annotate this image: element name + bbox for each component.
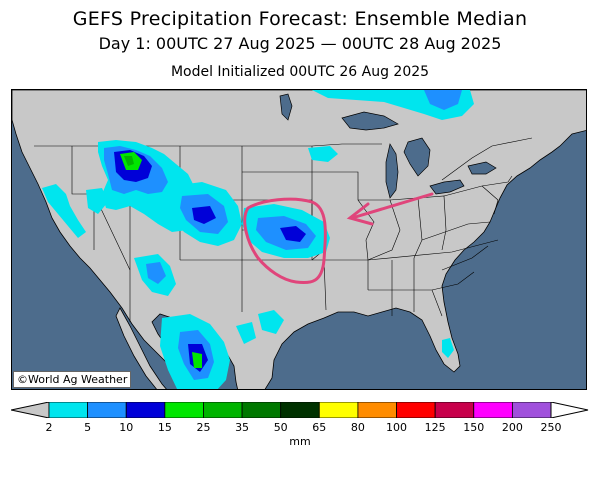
legend-cell — [241, 402, 282, 418]
legend-tick-label: 80 — [350, 421, 365, 434]
legend-cell — [203, 402, 243, 418]
legend-tick-label: 150 — [463, 421, 485, 434]
legend-cell — [396, 402, 436, 418]
great-lakes — [341, 111, 497, 199]
legend-unit: mm — [289, 435, 311, 448]
legend-tick-label: 15 — [157, 421, 172, 434]
legend-cell — [48, 402, 89, 418]
lake-winnipeg — [279, 93, 293, 121]
legend-cell — [511, 402, 552, 418]
legend-tick-label: 2 — [45, 421, 53, 434]
legend-cell — [87, 402, 127, 418]
highlight-annotation — [243, 192, 434, 285]
legend-tick-label: 250 — [540, 421, 562, 434]
model-init-label: Model Initialized 00UTC 26 Aug 2025 — [170, 64, 430, 80]
arrow-head — [346, 202, 374, 226]
credit-label: ©World Ag Weather — [13, 371, 132, 388]
legend-cell — [125, 402, 166, 418]
highlight-circle — [243, 197, 327, 285]
legend-cell — [473, 402, 513, 418]
legend-tick-label: 100 — [386, 421, 408, 434]
legend-tick-label: 50 — [273, 421, 288, 434]
legend-tick-label: 200 — [501, 421, 523, 434]
legend-above-arrow — [550, 402, 589, 418]
legend-cell — [164, 402, 204, 418]
legend-tick-label: 65 — [312, 421, 327, 434]
legend-cell — [434, 402, 475, 418]
legend-tick-label: 25 — [196, 421, 211, 434]
precip-field — [42, 90, 474, 389]
legend-cell — [357, 402, 397, 418]
legend-below-arrow — [11, 402, 50, 418]
legend-tick-label: 5 — [84, 421, 92, 434]
legend-tick-label: 10 — [119, 421, 134, 434]
legend-tick-labels: 2 5 10 15 25 35 50 65 80 100 125 150 200 250 — [0, 421, 600, 437]
map-title: GEFS Precipitation Forecast: Ensemble Me… — [72, 8, 528, 30]
legend-tick-label: 35 — [235, 421, 250, 434]
map-subtitle: Day 1: 00UTC 27 Aug 2025 — 00UTC 28 Aug … — [98, 34, 502, 53]
legend-tick-label: 125 — [424, 421, 446, 434]
legend-cell — [318, 402, 359, 418]
precipitation-map: ©World Ag Weather — [11, 89, 587, 390]
color-legend — [11, 402, 589, 418]
map-canvas — [12, 90, 586, 389]
land-baja — [115, 307, 167, 389]
legend-cell — [280, 402, 320, 418]
arrow-shaft — [350, 192, 434, 220]
color-legend-cells — [11, 402, 589, 418]
